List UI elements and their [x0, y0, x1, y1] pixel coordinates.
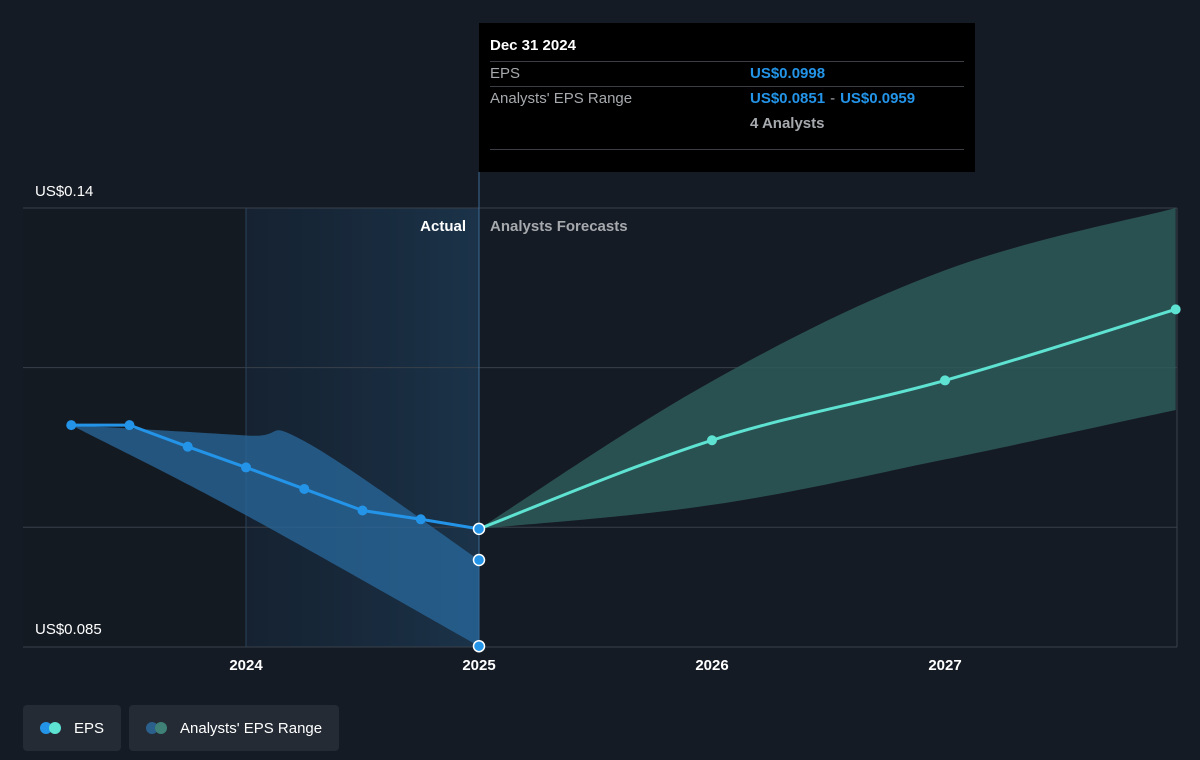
eps-point-1	[124, 420, 135, 431]
eps-point-current	[472, 522, 486, 536]
range-area-forecast	[479, 208, 1176, 529]
eps-forecast-point-1	[707, 435, 717, 446]
tooltip-range-row: Analysts' EPS Range US$0.0851 - US$0.095…	[490, 86, 964, 111]
eps-line-forecast	[478, 307, 1177, 531]
eps-forecast-point-3	[1170, 304, 1181, 315]
x-tick-label-2025: 2025	[462, 657, 495, 674]
section-label-forecast: Analysts Forecasts	[490, 218, 628, 235]
legend-range-swatch-icon	[146, 722, 170, 734]
eps-point-6	[415, 514, 426, 525]
eps-forecast-point-2	[940, 375, 950, 386]
eps-point-0	[66, 420, 77, 431]
legend-range-button[interactable]: Analysts' EPS Range	[129, 705, 340, 751]
range-high-point	[472, 553, 486, 567]
tooltip-analysts-count: 4 Analysts	[750, 115, 825, 132]
legend-eps-swatch-icon	[40, 722, 64, 734]
eps-point-4	[299, 483, 310, 494]
eps-point-3	[241, 462, 251, 473]
y-label-min: US$0.085	[35, 621, 102, 638]
tooltip-range-label: Analysts' EPS Range	[490, 90, 633, 107]
range-area-actual	[71, 425, 479, 647]
tooltip: Dec 31 2024 EPS US$0.0998 Analysts' EPS …	[479, 23, 975, 172]
range-low-point	[472, 639, 486, 653]
legend: EPS Analysts' EPS Range	[23, 705, 340, 751]
legend-eps-button[interactable]: EPS	[23, 705, 122, 751]
legend-eps-label: EPS	[74, 719, 105, 737]
section-label-actual: Actual	[420, 218, 466, 235]
x-tick-label-2024: 2024	[229, 657, 263, 674]
y-label-max: US$0.14	[35, 183, 93, 200]
tooltip-range-separator: -	[830, 90, 836, 107]
tooltip-divider	[490, 149, 964, 150]
tooltip-eps-value: US$0.0998	[750, 65, 826, 82]
tooltip-range-high: US$0.0959	[840, 90, 916, 107]
x-tick-label-2027: 2027	[928, 657, 961, 674]
x-tick-label-2026: 2026	[695, 657, 728, 674]
tooltip-date: Dec 31 2024	[490, 37, 576, 54]
tooltip-eps-row: EPS US$0.0998	[490, 61, 964, 86]
eps-line-actual	[71, 423, 480, 531]
eps-point-5	[357, 505, 368, 516]
tooltip-range-low: US$0.0851	[750, 90, 826, 107]
legend-range-label: Analysts' EPS Range	[180, 719, 323, 737]
tooltip-eps-label: EPS	[490, 65, 521, 82]
eps-point-2	[182, 441, 193, 452]
